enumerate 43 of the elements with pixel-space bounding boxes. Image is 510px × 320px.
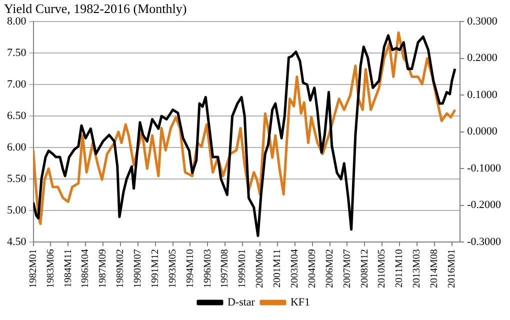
y2-tick-label: -0.1000 [467, 162, 502, 174]
x-tick-label: 1984M11 [62, 249, 74, 288]
y-tick-label: 7.50 [7, 46, 27, 59]
y-tick-label: 6.00 [7, 141, 27, 154]
x-tick-label: 1993M05 [167, 249, 178, 288]
x-tick-label: 1996M03 [202, 249, 214, 288]
x-tick-label: 1997M08 [220, 249, 231, 288]
x-tick-label: 2014M08 [429, 249, 440, 288]
x-tick-label: 1989M02 [115, 249, 126, 288]
y2-tick-label: 0.1000 [467, 88, 498, 101]
x-tick-label: 1982M01 [28, 249, 39, 288]
y2-tick-label: 0.3000 [467, 15, 498, 28]
x-tick-label: 2008M12 [359, 249, 370, 288]
x-tick-label: 1999M01 [237, 249, 248, 288]
x-tick-label: 2011M10 [394, 249, 406, 288]
y-tick-label: 5.00 [7, 204, 27, 216]
x-tick-label: 2003M04 [290, 249, 301, 288]
x-tick-label: 2016M01 [446, 249, 458, 288]
y-tick-label: 5.50 [7, 172, 27, 185]
y2-tick-label: 0.2000 [467, 52, 498, 64]
x-tick-label: 2010M05 [376, 249, 388, 288]
x-tick-label: 1986M04 [80, 249, 92, 288]
x-tick-label: 2013M03 [412, 249, 423, 288]
x-tick-label: 2001M11 [272, 249, 284, 288]
x-tick-label: 1983M06 [45, 249, 56, 288]
y-tick-label: 8.00 [7, 15, 27, 28]
x-tick-label: 1987M09 [98, 249, 109, 288]
y2-tick-label: -0.3000 [467, 236, 502, 248]
x-tick-label: 2006M02 [324, 249, 336, 288]
y-tick-label: 7.00 [7, 78, 27, 90]
x-tick-label: 1990M07 [132, 249, 144, 288]
x-tick-label: 2007M07 [342, 249, 353, 288]
legend-label: KF1 [290, 296, 310, 308]
y2-tick-label: 0.0000 [467, 126, 498, 138]
x-tick-label: 1991M12 [150, 249, 161, 288]
x-tick-label: 2004M09 [306, 249, 318, 288]
y-tick-label: 4.50 [7, 236, 27, 248]
y2-tick-label: -0.2000 [467, 199, 502, 212]
x-tick-label: 2000M06 [254, 249, 266, 288]
legend-label: D-star [227, 296, 256, 308]
chart-title: Yield Curve, 1982-2016 (Monthly) [4, 1, 187, 16]
x-tick-label: 1994M10 [184, 249, 196, 288]
y-tick-label: 6.50 [7, 110, 27, 122]
